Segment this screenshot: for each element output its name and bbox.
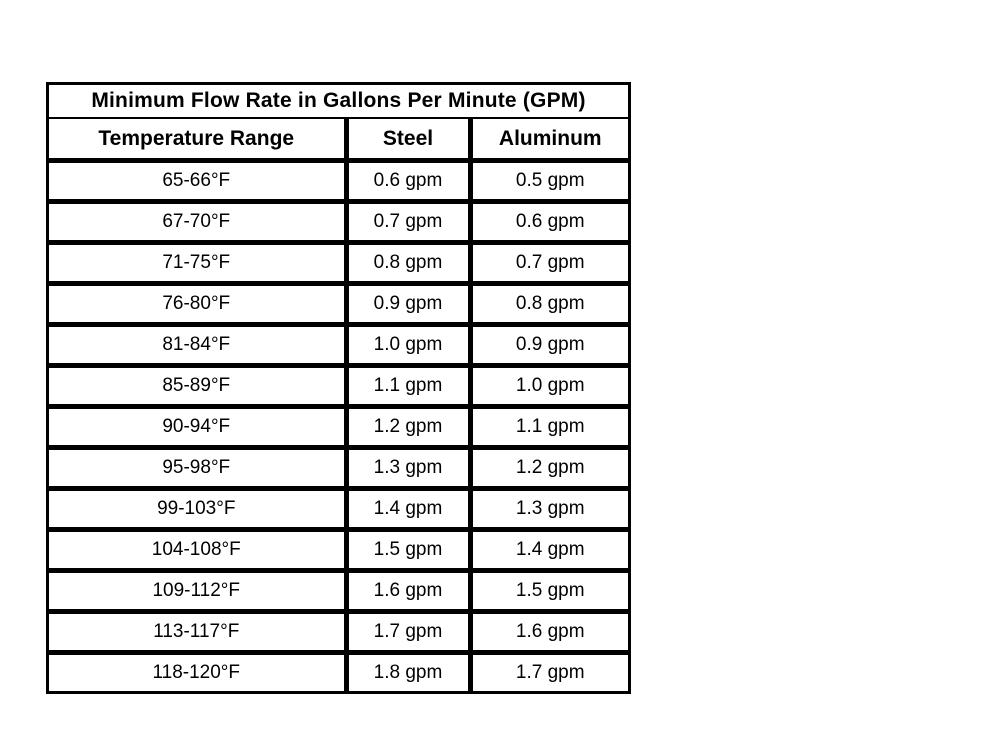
table-title: Minimum Flow Rate in Gallons Per Minute … (49, 85, 628, 119)
aluminum-cell: 1.3 gpm (470, 488, 628, 532)
temperature-range-cell: 65-66°F (49, 160, 349, 204)
temperature-range-cell: 118-120°F (49, 652, 349, 691)
column-header-steel: Steel (346, 118, 473, 163)
temperature-range-cell: 113-117°F (49, 611, 349, 655)
aluminum-cell: 1.5 gpm (470, 570, 628, 614)
aluminum-cell: 0.9 gpm (470, 324, 628, 368)
table-row: 104-108°F 1.5 gpm 1.4 gpm (49, 529, 628, 573)
table-row: 71-75°F 0.8 gpm 0.7 gpm (49, 242, 628, 286)
aluminum-cell: 1.1 gpm (470, 406, 628, 450)
flow-rate-table-frame: Minimum Flow Rate in Gallons Per Minute … (46, 82, 631, 694)
column-header-aluminum: Aluminum (470, 118, 628, 163)
aluminum-cell: 1.7 gpm (470, 652, 628, 691)
table-row: 76-80°F 0.9 gpm 0.8 gpm (49, 283, 628, 327)
temperature-range-cell: 99-103°F (49, 488, 349, 532)
steel-cell: 1.5 gpm (346, 529, 473, 573)
aluminum-cell: 1.2 gpm (470, 447, 628, 491)
steel-cell: 1.1 gpm (346, 365, 473, 409)
table-row: 90-94°F 1.2 gpm 1.1 gpm (49, 406, 628, 450)
column-header-temperature-range: Temperature Range (49, 118, 349, 163)
steel-cell: 0.6 gpm (346, 160, 473, 204)
header-row: Temperature Range Steel Aluminum (49, 118, 628, 163)
steel-cell: 0.8 gpm (346, 242, 473, 286)
table-row: 118-120°F 1.8 gpm 1.7 gpm (49, 652, 628, 691)
steel-cell: 1.4 gpm (346, 488, 473, 532)
steel-cell: 1.6 gpm (346, 570, 473, 614)
table-row: 99-103°F 1.4 gpm 1.3 gpm (49, 488, 628, 532)
steel-cell: 1.8 gpm (346, 652, 473, 691)
aluminum-cell: 0.8 gpm (470, 283, 628, 327)
steel-cell: 0.9 gpm (346, 283, 473, 327)
aluminum-cell: 1.0 gpm (470, 365, 628, 409)
temperature-range-cell: 109-112°F (49, 570, 349, 614)
table-row: 95-98°F 1.3 gpm 1.2 gpm (49, 447, 628, 491)
aluminum-cell: 1.4 gpm (470, 529, 628, 573)
flow-rate-table: Minimum Flow Rate in Gallons Per Minute … (49, 85, 628, 691)
steel-cell: 0.7 gpm (346, 201, 473, 245)
steel-cell: 1.7 gpm (346, 611, 473, 655)
table-row: 113-117°F 1.7 gpm 1.6 gpm (49, 611, 628, 655)
aluminum-cell: 1.6 gpm (470, 611, 628, 655)
temperature-range-cell: 76-80°F (49, 283, 349, 327)
title-row: Minimum Flow Rate in Gallons Per Minute … (49, 85, 628, 119)
table-row: 65-66°F 0.6 gpm 0.5 gpm (49, 160, 628, 204)
steel-cell: 1.3 gpm (346, 447, 473, 491)
table-row: 109-112°F 1.6 gpm 1.5 gpm (49, 570, 628, 614)
temperature-range-cell: 95-98°F (49, 447, 349, 491)
temperature-range-cell: 85-89°F (49, 365, 349, 409)
temperature-range-cell: 90-94°F (49, 406, 349, 450)
table-row: 81-84°F 1.0 gpm 0.9 gpm (49, 324, 628, 368)
aluminum-cell: 0.6 gpm (470, 201, 628, 245)
temperature-range-cell: 81-84°F (49, 324, 349, 368)
temperature-range-cell: 71-75°F (49, 242, 349, 286)
table-row: 67-70°F 0.7 gpm 0.6 gpm (49, 201, 628, 245)
temperature-range-cell: 67-70°F (49, 201, 349, 245)
steel-cell: 1.2 gpm (346, 406, 473, 450)
table-row: 85-89°F 1.1 gpm 1.0 gpm (49, 365, 628, 409)
aluminum-cell: 0.7 gpm (470, 242, 628, 286)
steel-cell: 1.0 gpm (346, 324, 473, 368)
temperature-range-cell: 104-108°F (49, 529, 349, 573)
aluminum-cell: 0.5 gpm (470, 160, 628, 204)
